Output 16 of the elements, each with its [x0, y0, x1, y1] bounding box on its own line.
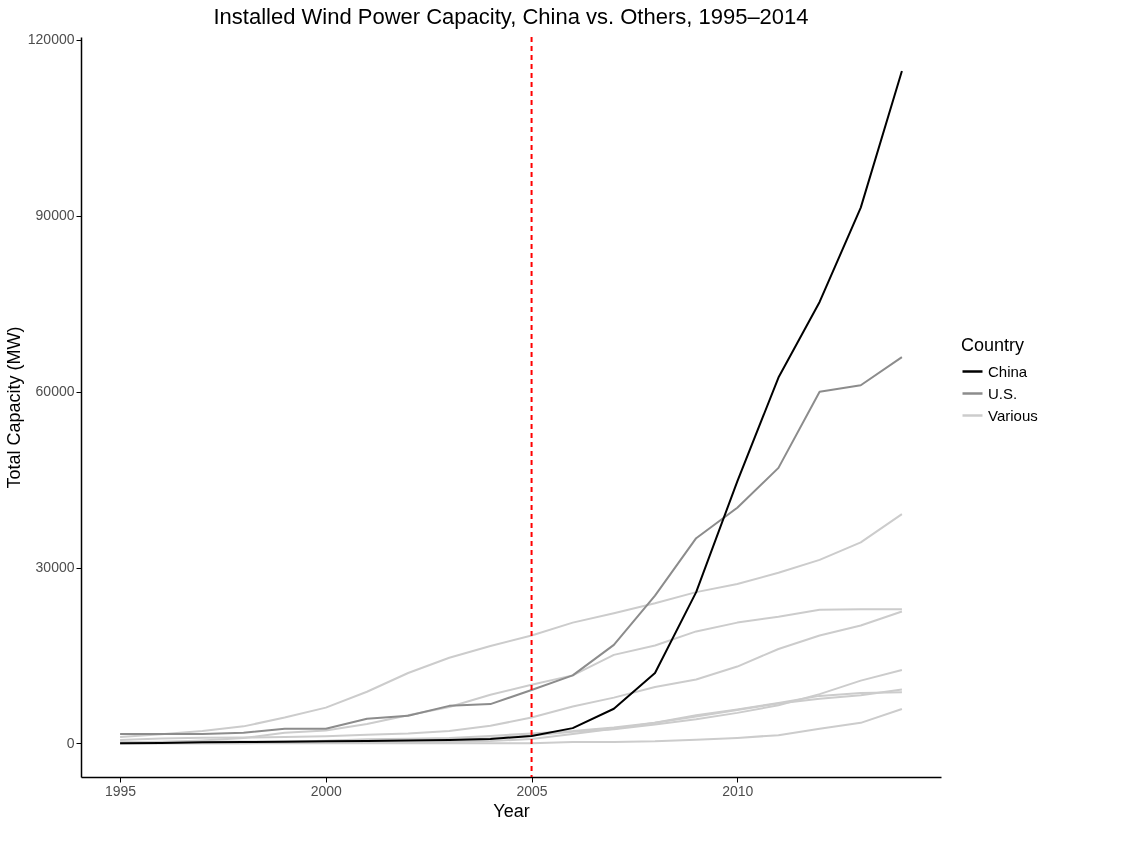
x-tick-label: 1995	[105, 782, 137, 799]
x-axis-title: Year	[493, 800, 530, 821]
y-tick-label: 90000	[35, 207, 75, 224]
y-tick-label: 60000	[35, 383, 75, 400]
chart-title: Installed Wind Power Capacity, China vs. Others, 1995–2014	[213, 3, 809, 29]
legend-title: Country	[961, 335, 1025, 355]
x-tick-label: 2010	[722, 782, 754, 799]
y-axis-title: Total Capacity (MW)	[3, 326, 24, 489]
legend-label: U.S.	[988, 384, 1018, 402]
legend-label: Various	[988, 406, 1038, 424]
y-tick-label: 0	[66, 734, 75, 751]
x-tick-label: 2000	[310, 782, 343, 799]
y-tick-label: 30000	[35, 559, 75, 576]
x-tick-label: 2005	[516, 782, 548, 799]
y-tick-label: 120000	[27, 31, 75, 48]
legend-label: China	[988, 362, 1028, 380]
